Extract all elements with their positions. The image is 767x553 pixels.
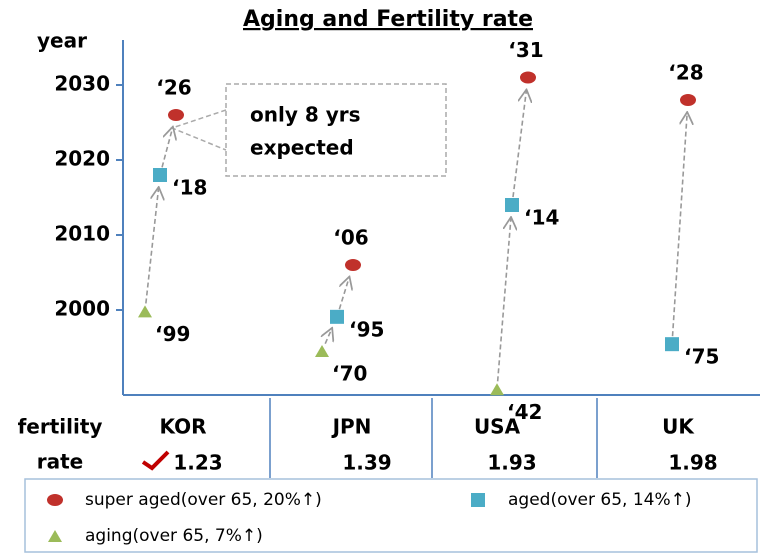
point	[520, 71, 536, 84]
connector	[512, 89, 527, 198]
data-label: ‘70	[332, 362, 367, 386]
y-tick-label: 2000	[54, 297, 110, 321]
point	[315, 345, 329, 357]
x-tick-label: UK	[662, 415, 695, 439]
point	[490, 383, 504, 396]
point	[680, 94, 696, 106]
row-label: rate	[37, 450, 83, 474]
x-tick-label: USA	[474, 415, 521, 439]
connector	[496, 217, 511, 382]
connector	[161, 127, 173, 168]
point	[345, 259, 361, 271]
data-label: ‘42	[507, 400, 542, 424]
y-axis-label: year	[37, 29, 87, 53]
legend-swatch	[48, 530, 62, 542]
legend-label: super aged(over 65, 20%↑)	[85, 490, 322, 510]
chart-title: Aging and Fertility rate	[243, 7, 533, 32]
connector	[671, 112, 688, 337]
data-label: ‘75	[684, 345, 719, 369]
x-tick-label: KOR	[159, 415, 206, 439]
data-label: ‘31	[508, 38, 543, 62]
fertility-rate: 1.39	[342, 451, 391, 475]
point	[665, 337, 679, 352]
legend-label: aging(over 65, 7%↑)	[85, 526, 263, 546]
x-tick-label: JPN	[331, 415, 372, 439]
y-tick-label: 2020	[54, 147, 110, 171]
y-tick-label: 2030	[54, 72, 110, 96]
fertility-rate: 1.98	[668, 451, 717, 475]
annotation-box	[225, 83, 447, 177]
point	[168, 109, 184, 121]
fertility-rate: 1.23	[173, 451, 222, 475]
legend-box	[24, 478, 758, 553]
data-label: ‘95	[349, 317, 384, 341]
fertility-rate: 1.93	[487, 451, 536, 475]
data-label: ‘14	[524, 206, 559, 230]
connector	[338, 276, 349, 310]
data-label: ‘18	[172, 176, 207, 200]
data-label: ‘28	[668, 61, 703, 85]
check-mark	[141, 450, 170, 471]
legend-swatch	[471, 493, 485, 507]
point	[138, 305, 152, 318]
annotation: expected	[250, 136, 354, 160]
legend-swatch	[47, 494, 63, 506]
data-label: ‘26	[156, 76, 191, 100]
point	[505, 198, 519, 212]
connector	[145, 187, 159, 304]
y-tick-label: 2010	[54, 222, 110, 246]
row-label: fertility	[18, 415, 103, 439]
annotation: only 8 yrs	[250, 103, 361, 127]
data-label: ‘99	[155, 322, 190, 346]
data-label: ‘06	[333, 226, 368, 250]
point	[330, 309, 344, 324]
legend-label: aged(over 65, 14%↑)	[508, 490, 692, 510]
connector	[325, 328, 332, 344]
point	[153, 168, 167, 182]
